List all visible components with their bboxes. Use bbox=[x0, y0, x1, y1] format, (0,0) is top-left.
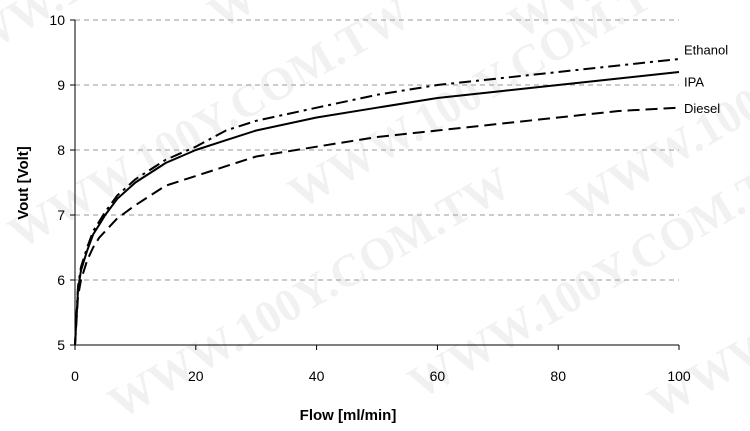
series-label-ipa: IPA bbox=[684, 74, 704, 89]
axes bbox=[74, 20, 679, 346]
y-tick-label: 7 bbox=[57, 207, 65, 223]
y-tick-label: 5 bbox=[57, 337, 65, 353]
x-tick-label: 60 bbox=[430, 368, 446, 384]
series-line-ipa bbox=[74, 71, 680, 346]
series-line-ethanol bbox=[74, 58, 680, 346]
series-label-diesel: Diesel bbox=[684, 101, 720, 116]
y-axis-ticks: 5 6 7 8 9 10 bbox=[49, 12, 75, 353]
x-axis-title: Flow [ml/min] bbox=[300, 407, 397, 424]
x-tick-label: 40 bbox=[309, 368, 325, 384]
x-axis-ticks: 0 20 40 60 80 100 bbox=[71, 345, 691, 384]
y-tick-label: 10 bbox=[49, 12, 65, 28]
y-axis-title: Vout [Volt] bbox=[15, 146, 32, 220]
gridlines bbox=[75, 19, 679, 281]
y-tick-label: 8 bbox=[57, 142, 65, 158]
y-tick-label: 9 bbox=[57, 77, 65, 93]
x-tick-label: 100 bbox=[667, 368, 691, 384]
series-line-diesel bbox=[74, 106, 680, 346]
x-tick-label: 80 bbox=[550, 368, 566, 384]
series-lines bbox=[74, 58, 680, 346]
series-label-ethanol: Ethanol bbox=[684, 42, 728, 57]
x-tick-label: 20 bbox=[188, 368, 204, 384]
series-labels: Ethanol IPA Diesel bbox=[684, 42, 728, 116]
y-tick-label: 6 bbox=[57, 272, 65, 288]
x-tick-label: 0 bbox=[71, 368, 79, 384]
